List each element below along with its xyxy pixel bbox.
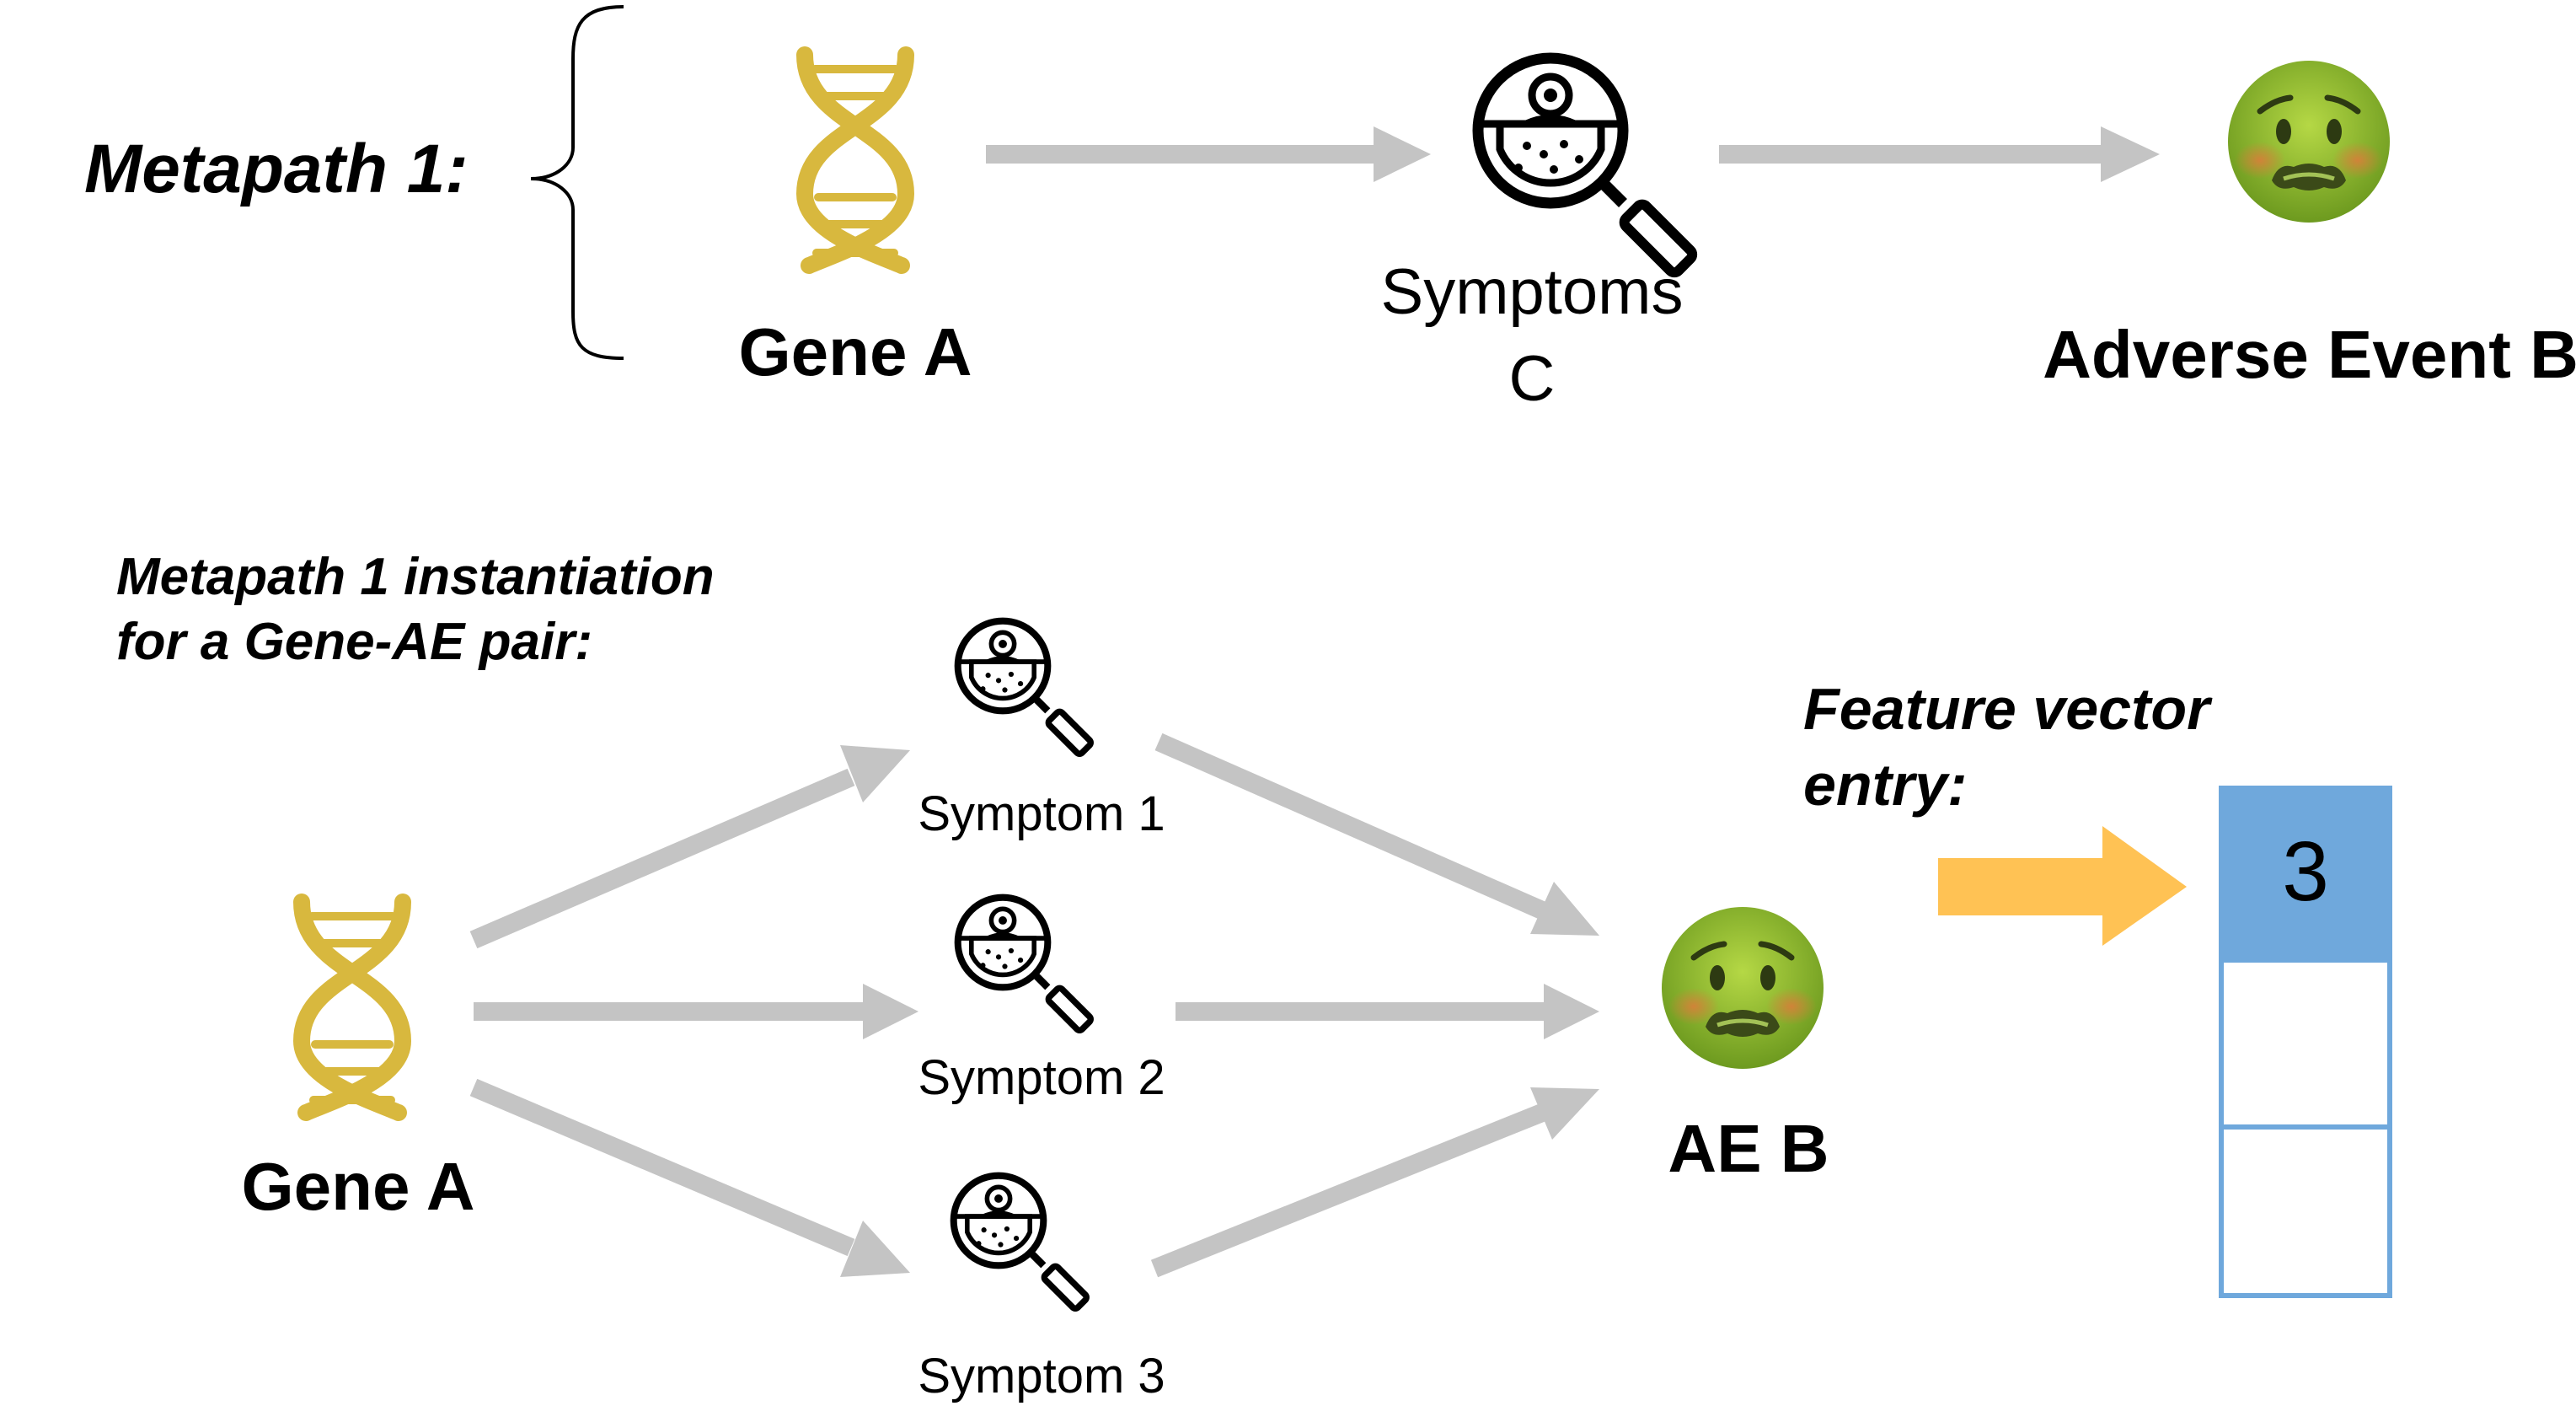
- nauseated-face-icon: [1662, 907, 1824, 1069]
- symptom-1-label: Symptom 1: [918, 786, 1165, 841]
- magnifier-skin-icon: [954, 1176, 1088, 1310]
- adverse-event-label: Adverse Event B: [2043, 317, 2576, 392]
- feature-label-line1: Feature vector: [1803, 676, 2213, 742]
- magnifier-skin-icon: [958, 621, 1092, 755]
- dna-icon: [805, 55, 906, 266]
- feature-vector-cell-1: [2219, 786, 2392, 963]
- arrow-gene-to-symptom-2: [474, 984, 918, 1039]
- magnifier-skin-icon: [958, 898, 1092, 1032]
- feature-arrow: [1938, 826, 2187, 946]
- feature-label-line2: entry:: [1803, 752, 1967, 818]
- metapath-label: Metapath 1:: [84, 131, 469, 207]
- gene-label: Gene A: [738, 314, 972, 389]
- feature-vector-value-1: 3: [2282, 824, 2329, 919]
- nauseated-face-icon: [2228, 61, 2390, 223]
- instantiation-title-line1: Metapath 1 instantiation: [116, 548, 715, 606]
- arrow-gene-to-symptom-3: [469, 1078, 910, 1277]
- arrow-symptoms-to-ae: [1719, 126, 2160, 182]
- symptoms-label-line2: C: [1509, 343, 1556, 415]
- arrow-symptom-2-to-ae: [1176, 984, 1599, 1039]
- arrow-symptom-1-to-ae: [1154, 733, 1599, 936]
- feature-vector-cell-3: [2219, 1124, 2392, 1298]
- gene-label-instance: Gene A: [241, 1149, 474, 1224]
- feature-vector-cell-2: [2219, 958, 2392, 1130]
- symptoms-label-line1: Symptoms: [1381, 256, 1684, 328]
- arrow-gene-to-symptom-1: [469, 745, 910, 949]
- instantiation-title-line2: for a Gene-AE pair:: [116, 613, 592, 671]
- magnifier-skin-icon: [1478, 58, 1695, 275]
- symptom-2-label: Symptom 2: [918, 1050, 1165, 1105]
- arrow-gene-to-symptoms: [986, 126, 1431, 182]
- ae-b-label: AE B: [1668, 1111, 1829, 1186]
- arrow-symptom-3-to-ae: [1150, 1087, 1599, 1278]
- symptom-3-label: Symptom 3: [918, 1349, 1165, 1403]
- feature-vector: 3: [2219, 786, 2392, 1298]
- dna-icon: [302, 902, 403, 1113]
- curly-brace: [530, 5, 624, 360]
